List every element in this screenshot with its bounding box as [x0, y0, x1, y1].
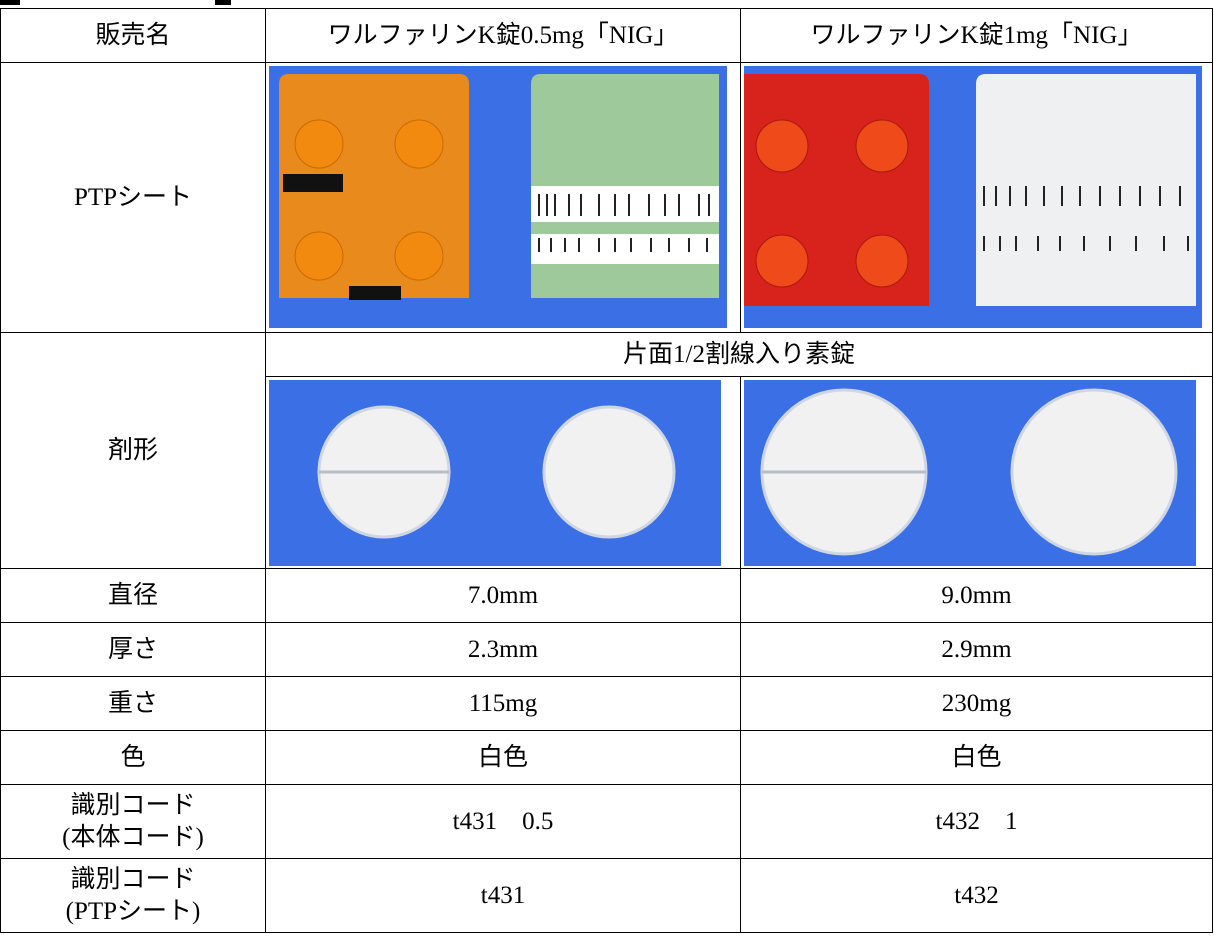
label-line: 厚さ — [107, 635, 158, 663]
value-cell: 230mg — [740, 676, 1213, 731]
form-row: 剤形 片面1/2割線入り素錠 — [0, 332, 1213, 569]
spec-row: 識別コード (本体コード) t431 0.5 t432 1 — [0, 784, 1213, 859]
label-line: 識別コード — [70, 791, 196, 819]
header-cell: ワルファリンK錠1mg「NIG」 — [740, 8, 1213, 63]
ptp-row: PTPシート — [0, 62, 1213, 333]
label-line: 直径 — [107, 581, 158, 609]
value-cell: t432 1 — [740, 784, 1213, 859]
value-cell: 白色 — [265, 730, 741, 785]
cut-off-heading — [0, 0, 1214, 6]
tablet-row — [1, 376, 1213, 569]
tablet-image-cell — [265, 376, 741, 569]
spec-rows: 直径 7.0mm 9.0mm 厚さ 2.3mm 2.9mm 重さ 115mg 230mg 色 白色白… — [0, 568, 1213, 933]
spec-row: 厚さ 2.3mm 2.9mm — [0, 622, 1213, 677]
value-cell: 2.9mm — [740, 622, 1213, 677]
label-line: (PTPシート) — [65, 897, 201, 925]
value-cell: 9.0mm — [740, 568, 1213, 623]
value-cell: 115mg — [265, 676, 741, 731]
row-label: 直径 — [0, 568, 266, 623]
label-line: (本体コード) — [62, 823, 204, 851]
tablet-image — [744, 380, 1196, 566]
spec-row: 重さ 115mg 230mg — [0, 676, 1213, 731]
spec-row: 直径 7.0mm 9.0mm — [0, 568, 1213, 623]
value-cell: t432 — [740, 858, 1213, 933]
label-line: 色 — [120, 743, 146, 771]
row-label: 識別コード (本体コード) — [0, 784, 266, 859]
label-line: 識別コード — [70, 865, 196, 893]
row-label: 色 — [0, 730, 266, 785]
row-label: 識別コード (PTPシート) — [0, 858, 266, 933]
ptp-image-cell — [265, 62, 741, 333]
tablet-image — [269, 380, 721, 566]
spec-row: 識別コード (PTPシート) t431 t432 — [0, 858, 1213, 933]
ptp-image — [269, 66, 727, 328]
header-cell: ワルファリンK錠0.5mg「NIG」 — [265, 8, 741, 63]
label-line: 重さ — [107, 689, 158, 717]
drug-table: 販売名 ワルファリンK錠0.5mg「NIG」 ワルファリンK錠1mg「NIG」 … — [0, 8, 1213, 933]
value-cell: t431 — [265, 858, 741, 933]
value-cell: 2.3mm — [265, 622, 741, 677]
ptp-image — [744, 66, 1202, 328]
header-cell: 販売名 — [0, 8, 266, 63]
value-cell: 7.0mm — [265, 568, 741, 623]
row-label: 剤形 — [0, 332, 266, 569]
value-cell: 白色 — [740, 730, 1213, 785]
form-note: 片面1/2割線入り素錠 — [265, 332, 1213, 377]
row-label: 重さ — [0, 676, 266, 731]
tablet-image-cell — [740, 376, 1213, 569]
row-label: 厚さ — [0, 622, 266, 677]
row-label: PTPシート — [0, 62, 266, 333]
value-cell: t431 0.5 — [265, 784, 741, 859]
header-row: 販売名 ワルファリンK錠0.5mg「NIG」 ワルファリンK錠1mg「NIG」 — [0, 8, 1213, 63]
ptp-image-cell — [740, 62, 1213, 333]
spec-row: 色 白色 白色 — [0, 730, 1213, 785]
